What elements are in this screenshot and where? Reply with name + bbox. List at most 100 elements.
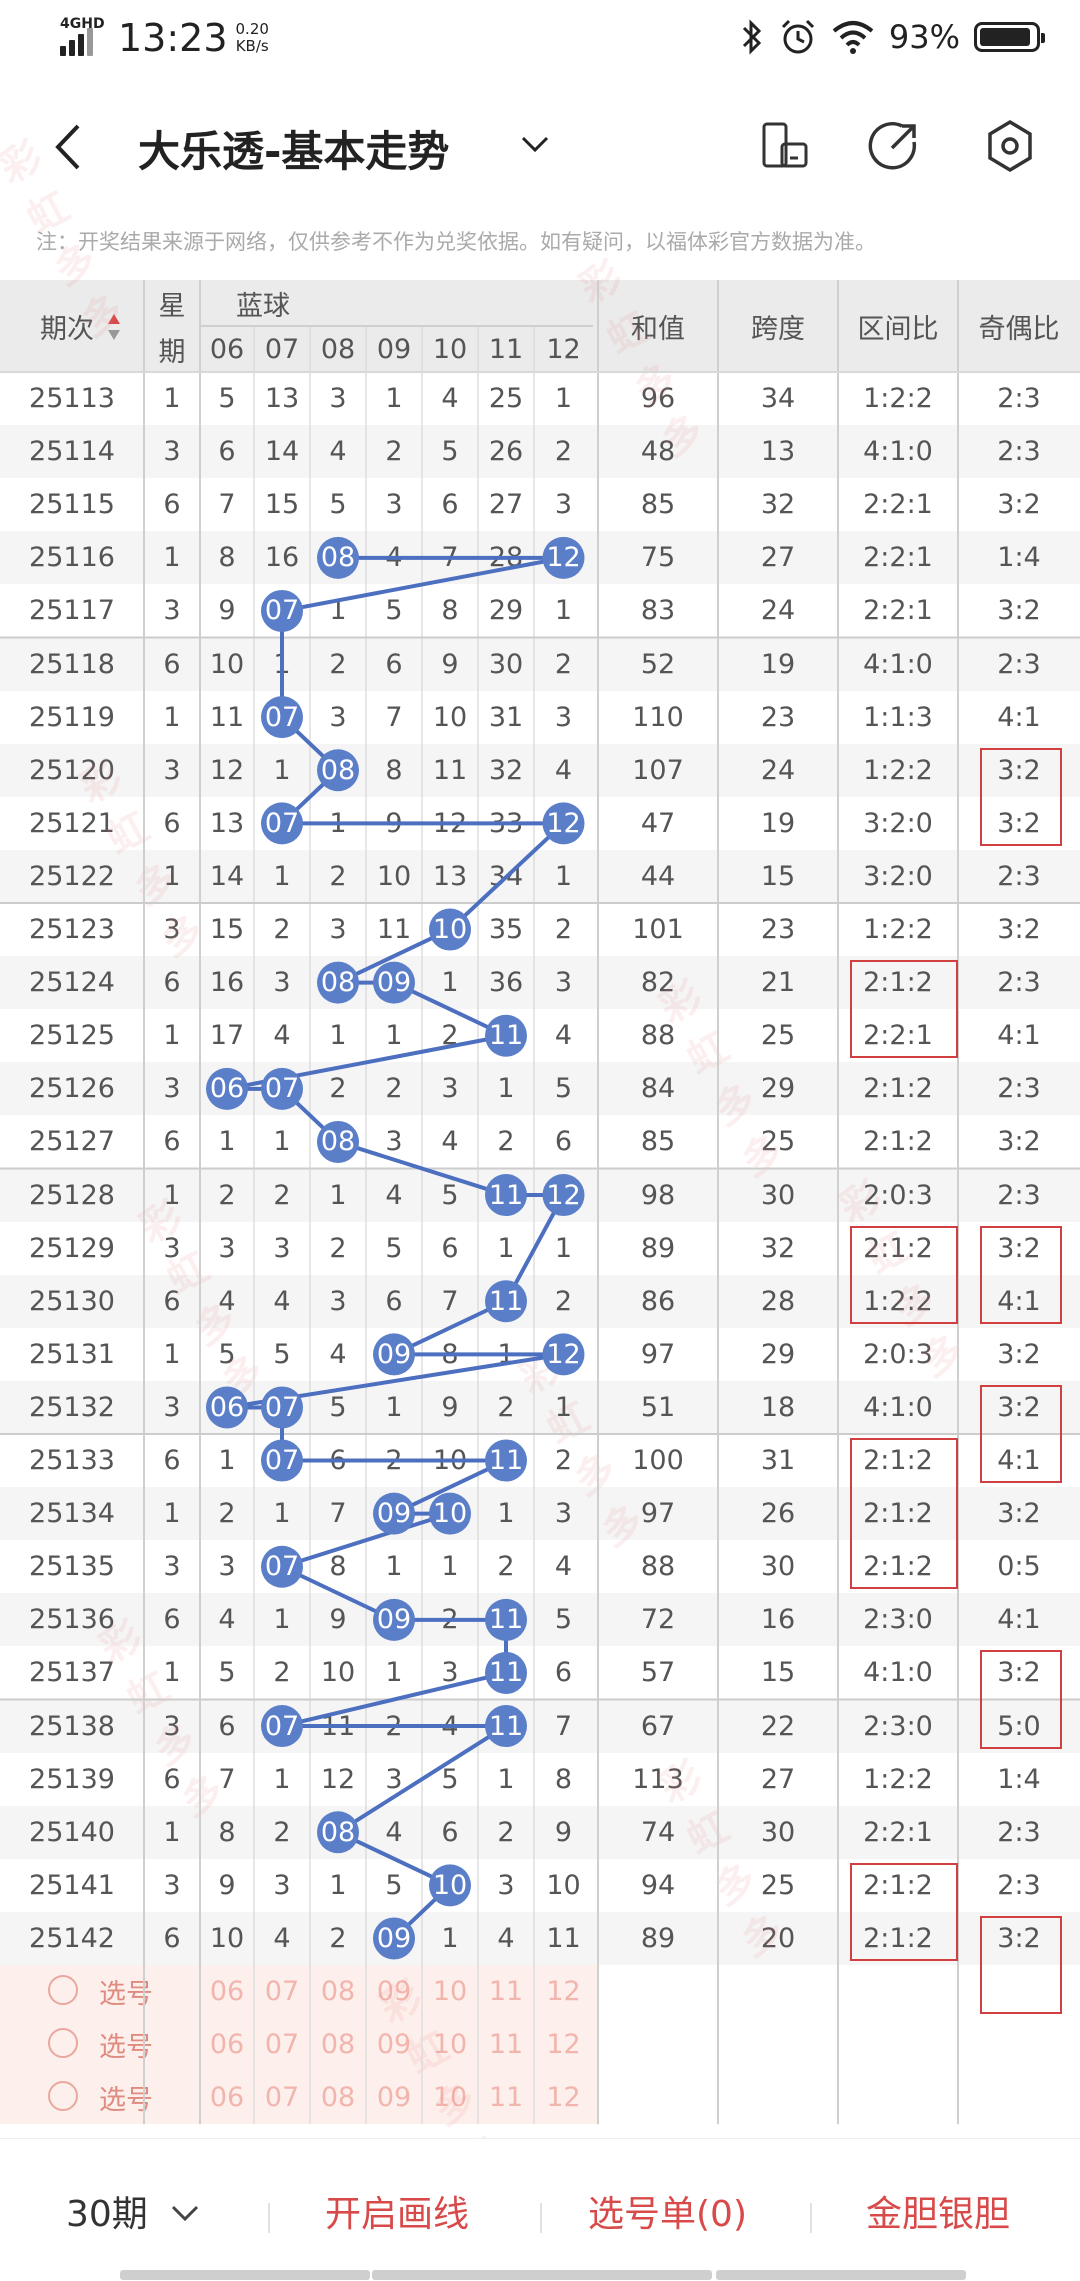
draw-line-button[interactable]: 开启画线: [325, 2194, 470, 2235]
period-cell: 25139: [29, 1763, 115, 1795]
period-selector[interactable]: 30期: [66, 2194, 148, 2235]
miss-count: 3: [497, 1869, 515, 1901]
highlight-box: [850, 1862, 958, 1961]
miss-count: 1: [497, 1338, 515, 1370]
pick-radio[interactable]: [48, 2028, 78, 2059]
zone-ratio-cell: 4:1:0: [863, 436, 933, 468]
pick-number[interactable]: 09: [376, 1976, 412, 2008]
pick-number[interactable]: 06: [209, 1976, 245, 2008]
pick-number[interactable]: 08: [320, 2029, 356, 2061]
share-icon[interactable]: [866, 118, 922, 174]
pick-number[interactable]: 08: [320, 1976, 356, 2008]
miss-count: 2: [329, 648, 347, 680]
pick-number[interactable]: 10: [432, 2029, 468, 2061]
miss-count: 13: [264, 383, 300, 415]
pick-number[interactable]: 07: [264, 1976, 300, 2008]
miss-count: 3: [385, 1126, 403, 1158]
highlight-box: [980, 1384, 1062, 1484]
blue-ball-number: 07: [264, 1551, 300, 1583]
span-cell: 15: [760, 1657, 796, 1689]
row-stripe: [0, 1593, 1080, 1647]
period-cell: 25119: [29, 701, 115, 733]
app-bar: 大乐透-基本走势: [0, 84, 1080, 208]
miss-count: 5: [441, 1763, 459, 1795]
pick-label[interactable]: 选号: [99, 1979, 153, 2011]
period-cell: 25120: [29, 754, 115, 786]
miss-count: 4: [441, 1126, 459, 1158]
period-cell: 25117: [29, 595, 115, 627]
pick-number[interactable]: 06: [209, 2082, 245, 2114]
zone-ratio-cell: 2:1:2: [863, 1869, 933, 1901]
pick-list-button[interactable]: 选号单(0): [588, 2194, 747, 2235]
row-stripe: [0, 956, 1080, 1010]
header-zone: 区间比: [857, 313, 939, 345]
zone-ratio-cell: 1:2:2: [863, 1763, 933, 1795]
miss-count: 36: [488, 967, 524, 999]
rotate-screen-icon[interactable]: [756, 118, 812, 174]
week-cell: 6: [163, 1285, 181, 1317]
pick-number[interactable]: 07: [264, 2029, 300, 2061]
zone-ratio-cell: 2:1:2: [863, 1445, 933, 1477]
zone-ratio-cell: 4:1:0: [863, 1391, 933, 1423]
miss-count: 2: [554, 1445, 573, 1477]
pick-number[interactable]: 10: [432, 2082, 468, 2114]
miss-count: 3: [554, 489, 573, 521]
miss-count: 5: [441, 436, 459, 468]
span-cell: 19: [760, 648, 796, 680]
miss-count: 1: [554, 1232, 573, 1264]
pick-number[interactable]: 10: [432, 1976, 468, 2008]
chevron-down-icon[interactable]: [520, 134, 550, 154]
period-cell: 25123: [29, 914, 115, 946]
pick-label[interactable]: 选号: [99, 2032, 153, 2064]
miss-count: 10: [546, 1869, 581, 1901]
pick-radio[interactable]: [48, 2081, 78, 2112]
period-cell: 25138: [29, 1710, 115, 1742]
pick-number[interactable]: 11: [488, 2029, 524, 2061]
pick-label[interactable]: 选号: [99, 2085, 153, 2117]
pick-number[interactable]: 09: [376, 2082, 412, 2114]
page-title[interactable]: 大乐透-基本走势: [138, 127, 450, 176]
miss-count: 7: [554, 1710, 573, 1742]
miss-count: 8: [329, 1551, 347, 1583]
miss-count: 5: [385, 1232, 403, 1264]
miss-count: 2: [385, 436, 403, 468]
blue-ball-number: 11: [488, 1604, 524, 1636]
pick-number[interactable]: 12: [546, 2082, 581, 2114]
pick-number[interactable]: 09: [376, 2029, 412, 2061]
pick-number[interactable]: 12: [546, 1976, 581, 2008]
span-cell: 19: [760, 807, 796, 839]
pick-number[interactable]: 12: [546, 2029, 581, 2061]
pick-number[interactable]: 08: [320, 2082, 356, 2114]
zone-ratio-cell: 4:1:0: [863, 648, 933, 680]
miss-count: 2: [329, 1922, 347, 1954]
row-stripe: [0, 1487, 1080, 1541]
miss-count: 7: [441, 1285, 459, 1317]
pick-number[interactable]: 11: [488, 1976, 524, 2008]
period-cell: 25137: [29, 1657, 115, 1689]
back-arrow-icon[interactable]: [50, 122, 90, 172]
miss-count: 9: [441, 648, 459, 680]
golden-pick-button[interactable]: 金胆银胆: [866, 2194, 1011, 2235]
pick-number[interactable]: 06: [209, 2029, 245, 2061]
pick-radio[interactable]: [48, 1975, 78, 2005]
chevron-down-icon[interactable]: [170, 2203, 200, 2223]
miss-count: 3: [441, 1657, 459, 1689]
pick-number[interactable]: 07: [264, 2082, 300, 2114]
week-cell: 6: [163, 1604, 181, 1636]
span-cell: 15: [760, 860, 796, 892]
settings-icon[interactable]: [982, 118, 1038, 174]
miss-count: 11: [376, 914, 412, 946]
miss-count: 32: [488, 754, 524, 786]
blue-ball-number: 09: [376, 1498, 412, 1530]
sum-cell: 107: [632, 754, 684, 786]
week-cell: 3: [163, 1869, 181, 1901]
miss-count: 6: [218, 1710, 236, 1742]
sort-icon[interactable]: [106, 312, 122, 342]
span-cell: 21: [760, 967, 796, 999]
sum-cell: 110: [632, 701, 684, 733]
blue-ball-number: 12: [546, 542, 581, 574]
zone-ratio-cell: 2:2:1: [863, 595, 933, 627]
week-cell: 1: [163, 1816, 181, 1848]
week-cell: 1: [163, 1498, 181, 1530]
pick-number[interactable]: 11: [488, 2082, 524, 2114]
